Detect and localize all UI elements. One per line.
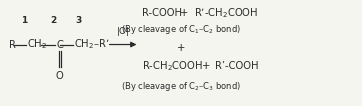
Text: R-COOH: R-COOH (142, 8, 182, 18)
Text: |O|: |O| (117, 27, 130, 36)
Text: R: R (9, 40, 16, 50)
Text: +: + (177, 43, 185, 53)
Text: R’-COOH: R’-COOH (215, 61, 259, 71)
Text: R’-CH$_2$COOH: R’-CH$_2$COOH (194, 6, 258, 20)
Text: O: O (55, 71, 63, 81)
Text: CH$_2$: CH$_2$ (27, 38, 47, 51)
Text: $\mathbf{3}$: $\mathbf{3}$ (75, 14, 83, 25)
Text: CH$_2$–R’: CH$_2$–R’ (74, 38, 110, 51)
Text: C: C (56, 40, 63, 50)
Text: (By cleavage of C$_2$–C$_3$ bond): (By cleavage of C$_2$–C$_3$ bond) (121, 80, 241, 93)
Text: $\mathbf{2}$: $\mathbf{2}$ (50, 14, 57, 25)
Text: (By cleavage of C$_1$–C$_2$ bond): (By cleavage of C$_1$–C$_2$ bond) (121, 23, 241, 36)
Text: $\mathbf{1}$: $\mathbf{1}$ (21, 14, 29, 25)
Text: R-CH$_2$COOH: R-CH$_2$COOH (142, 59, 203, 73)
Text: +: + (202, 61, 211, 71)
Text: +: + (180, 8, 189, 18)
